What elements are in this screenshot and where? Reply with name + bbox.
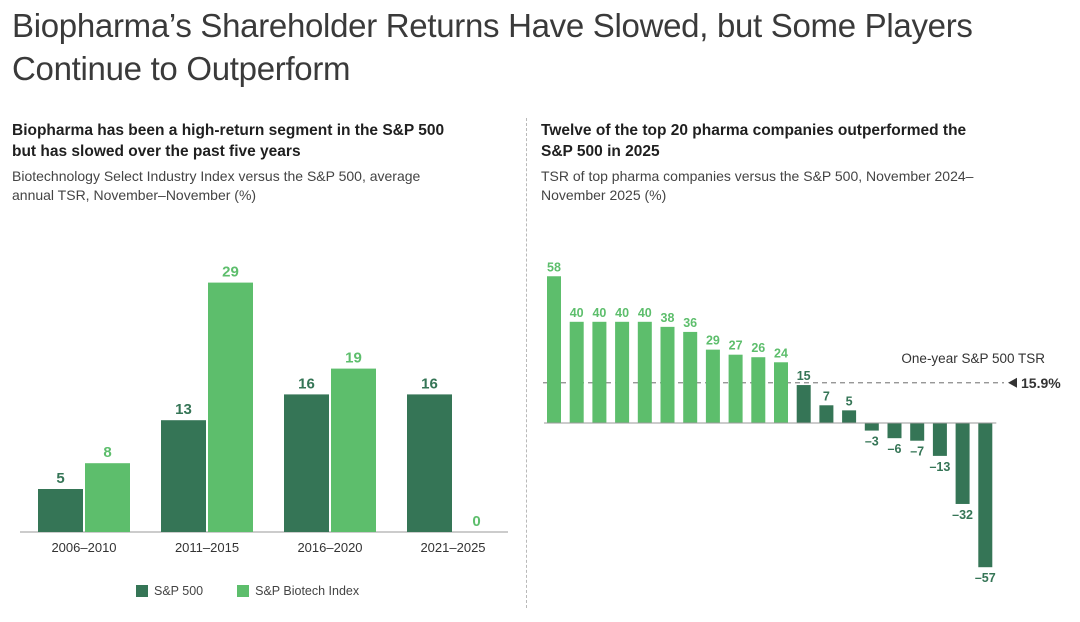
company-bar bbox=[910, 423, 925, 441]
company-bar bbox=[955, 423, 970, 504]
right-bar-chart: One-year S&P 500 TSR 15.9% 58 40 40 40 40 38 36 2… bbox=[543, 260, 1061, 585]
company-bar bbox=[864, 423, 879, 431]
bar-value-label: 0 bbox=[472, 513, 480, 530]
company-bar bbox=[660, 326, 675, 423]
company-bar bbox=[774, 362, 788, 423]
legend-item-sp500: S&P 500 bbox=[136, 584, 203, 598]
bar-value-label: 24 bbox=[774, 346, 788, 360]
left-chart-title: Biopharma has been a high-return segment… bbox=[12, 122, 445, 160]
company-bar bbox=[683, 331, 698, 423]
right-chart-subtitle: TSR of top pharma companies versus the S… bbox=[541, 168, 974, 203]
bar-value-label: 5 bbox=[846, 394, 853, 408]
bar-value-label: 40 bbox=[592, 306, 606, 320]
bar-value-label: –3 bbox=[865, 435, 879, 449]
bar-sp500 bbox=[161, 420, 206, 532]
legend-label-sp500: S&P 500 bbox=[154, 584, 204, 598]
company-bar bbox=[932, 423, 947, 456]
bar-value-label: 27 bbox=[729, 339, 743, 353]
bar-value-label: 40 bbox=[615, 306, 629, 320]
bar-value-label: –13 bbox=[929, 460, 950, 474]
bar-value-label: 16 bbox=[421, 375, 438, 392]
company-bar bbox=[819, 405, 834, 423]
reference-line-label: One-year S&P 500 TSR bbox=[901, 351, 1045, 366]
left-chart-header: Biopharma has been a high-return segment… bbox=[12, 120, 462, 205]
bar-sp500 bbox=[284, 394, 329, 532]
bar-value-label: 58 bbox=[547, 260, 561, 274]
right-chart-header: Twelve of the top 20 pharma companies ou… bbox=[541, 120, 991, 205]
legend-item-biotech: S&P Biotech Index bbox=[237, 584, 359, 598]
bar-value-label: 40 bbox=[570, 306, 584, 320]
bar-biotech bbox=[331, 368, 376, 532]
bar-value-label: –32 bbox=[952, 508, 973, 522]
bar-value-label: 29 bbox=[222, 264, 239, 281]
bar-value-label: 40 bbox=[638, 306, 652, 320]
company-bar bbox=[887, 423, 902, 439]
legend-swatch-biotech bbox=[237, 585, 250, 597]
bar-value-label: 36 bbox=[683, 316, 697, 330]
bar-value-label: 26 bbox=[751, 341, 765, 355]
bar-sp500 bbox=[38, 489, 83, 532]
company-bar bbox=[637, 321, 652, 423]
bar-value-label: 16 bbox=[298, 375, 315, 392]
company-bar bbox=[569, 321, 584, 423]
left-bar-chart: 5 8 2006–2010 13 29 2011–2015 16 19 2016–2020 16 0… bbox=[20, 264, 508, 555]
company-bar bbox=[615, 321, 630, 423]
right-chart-title: Twelve of the top 20 pharma companies ou… bbox=[541, 122, 967, 160]
x-tick-label: 2016–2020 bbox=[297, 540, 362, 555]
company-bar bbox=[796, 385, 811, 423]
bar-value-label: 29 bbox=[706, 334, 720, 348]
bar-value-label: –7 bbox=[910, 445, 924, 459]
left-chart-legend: S&P 500 S&P Biotech Index bbox=[136, 584, 359, 598]
bar-value-label: 13 bbox=[175, 401, 192, 418]
company-bar bbox=[728, 354, 743, 423]
bar-value-label: 5 bbox=[56, 470, 64, 487]
page-title: Biopharma’s Shareholder Returns Have Slo… bbox=[12, 7, 973, 87]
x-tick-label: 2011–2015 bbox=[175, 540, 239, 555]
company-bar bbox=[592, 321, 607, 423]
bar-value-label: –57 bbox=[975, 571, 996, 585]
bar-value-label: 38 bbox=[661, 311, 675, 325]
reference-marker-icon bbox=[1008, 377, 1017, 388]
bar-value-label: 19 bbox=[345, 350, 362, 367]
company-bar bbox=[751, 357, 766, 423]
bar-value-label: 15 bbox=[797, 369, 811, 383]
company-bar bbox=[705, 349, 720, 423]
left-chart-subtitle: Biotechnology Select Industry Index vers… bbox=[12, 168, 421, 203]
x-tick-label: 2021–2025 bbox=[420, 540, 485, 555]
bar-value-label: 7 bbox=[823, 389, 830, 403]
bar-biotech bbox=[85, 463, 130, 532]
bar-value-label: 8 bbox=[103, 444, 111, 461]
legend-swatch-sp500 bbox=[136, 585, 148, 597]
company-bar bbox=[842, 410, 857, 423]
bar-sp500 bbox=[407, 394, 452, 532]
x-tick-label: 2006–2010 bbox=[51, 540, 116, 555]
company-bar bbox=[978, 423, 993, 568]
company-bar bbox=[547, 276, 561, 423]
bar-biotech bbox=[208, 282, 253, 532]
bar-value-label: –6 bbox=[888, 442, 902, 456]
legend-label-biotech: S&P Biotech Index bbox=[255, 584, 360, 598]
reference-value-label: 15.9% bbox=[1021, 375, 1061, 391]
panel-divider bbox=[526, 118, 527, 608]
